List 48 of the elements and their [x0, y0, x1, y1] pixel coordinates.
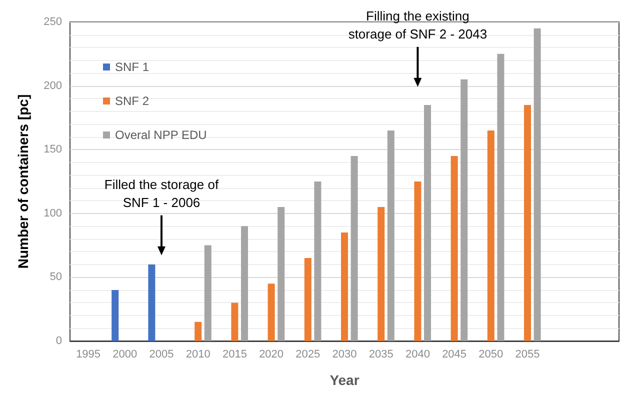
bar [148, 264, 156, 341]
y-tick-label: 0 [56, 335, 62, 347]
bar [241, 226, 248, 341]
y-tick-label: 200 [44, 80, 62, 92]
legend-label: Overal NPP EDU [115, 128, 207, 142]
x-tick-label: 2010 [186, 348, 210, 360]
annotation: Filling the existing storage of SNF 2 - 2043 [348, 8, 488, 42]
bar [524, 104, 531, 341]
bar [497, 54, 504, 341]
x-tick-label: 2015 [222, 348, 247, 360]
bar [424, 104, 431, 341]
x-tick-label: 2040 [405, 348, 430, 360]
x-tick-label: 2030 [332, 348, 357, 360]
bar [487, 130, 494, 341]
bar [268, 284, 275, 341]
bar [194, 322, 202, 341]
bar [314, 182, 322, 341]
bar [278, 207, 285, 341]
bar [534, 28, 541, 341]
y-tick-label: 50 [50, 271, 62, 284]
bar [112, 290, 119, 341]
y-tick-label: 100 [44, 207, 62, 220]
y-axis-title: Number of containers [pc] [15, 94, 31, 269]
x-tick-label: 2055 [515, 348, 540, 360]
bar [204, 245, 212, 341]
x-axis-title: Year [330, 372, 360, 388]
bar [231, 302, 238, 341]
bar [341, 232, 348, 341]
x-tick-label: 2025 [296, 348, 320, 360]
y-tick-label: 250 [44, 16, 62, 28]
x-tick-label: 2045 [442, 348, 467, 360]
y-tick-label: 150 [44, 144, 62, 156]
legend-label: SNF 2 [115, 94, 150, 108]
bar [378, 207, 385, 341]
annotation: Filled the storage of SNF 1 - 2006 [104, 176, 219, 210]
x-tick-label: 2020 [259, 348, 284, 360]
legend-label: SNF 1 [115, 60, 150, 74]
x-tick-label: 2000 [112, 348, 138, 360]
x-tick-label: 2035 [368, 348, 394, 360]
x-tick-label: 1995 [76, 348, 101, 360]
bar [304, 258, 312, 341]
x-tick-label: 2005 [149, 348, 174, 360]
bar [460, 79, 468, 341]
bar [414, 182, 422, 341]
x-tick-label: 2050 [478, 348, 504, 360]
bar [350, 156, 358, 341]
bar [450, 156, 458, 341]
bar [387, 130, 394, 341]
